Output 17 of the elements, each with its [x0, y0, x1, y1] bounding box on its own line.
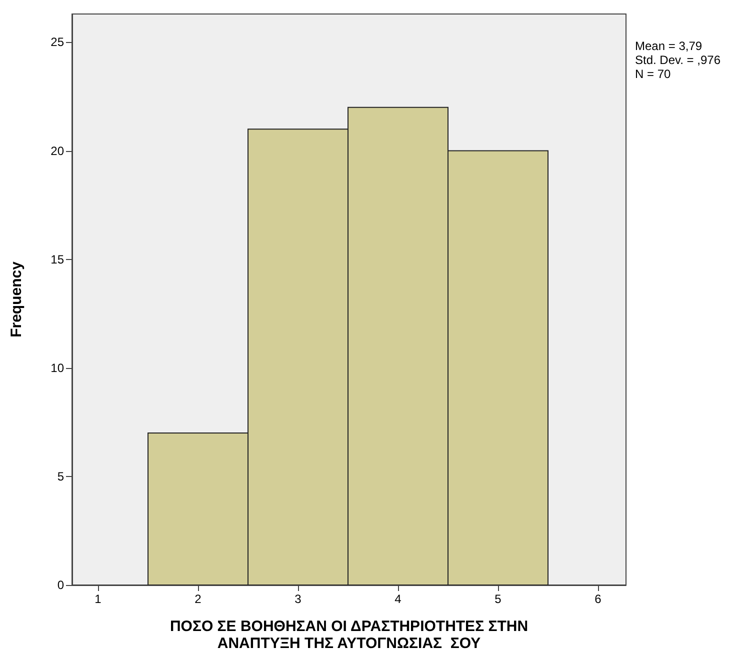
y-axis-title: Frequency	[8, 260, 25, 338]
text: N = 70	[635, 67, 672, 81]
y-tick-label: 0	[57, 578, 64, 592]
text: Std. Dev. = ,976	[635, 53, 721, 67]
x-tick-label: 3	[294, 592, 302, 606]
y-tick-label: 15	[50, 252, 64, 266]
y-tick-label: 20	[50, 144, 64, 158]
x-tick-label: 1	[94, 592, 102, 606]
text: Mean = 3,79	[635, 39, 702, 53]
y-tick-label: 25	[50, 35, 64, 50]
x-tick-label: 6	[594, 592, 602, 606]
x-axis-title: ΠΟΣΟ ΣΕ ΒΟΗΘΗΣΑΝ ΟΙ ΔΡΑΣΤΗΡΙΟΤΗΤΕΣ ΣΤΗΝ ΑΝΑΠΤΥΞΗ ΤΗΣ ΑΥΤΟΓΝΩΣΙΑΣ ΣΟΥ	[170, 618, 528, 652]
x-tick-label: 2	[194, 592, 202, 606]
y-tick-label: 5	[57, 469, 64, 484]
y-tick-label: 10	[50, 360, 64, 375]
x-tick-label: 5	[494, 592, 502, 606]
x-tick-label: 4	[394, 592, 402, 606]
